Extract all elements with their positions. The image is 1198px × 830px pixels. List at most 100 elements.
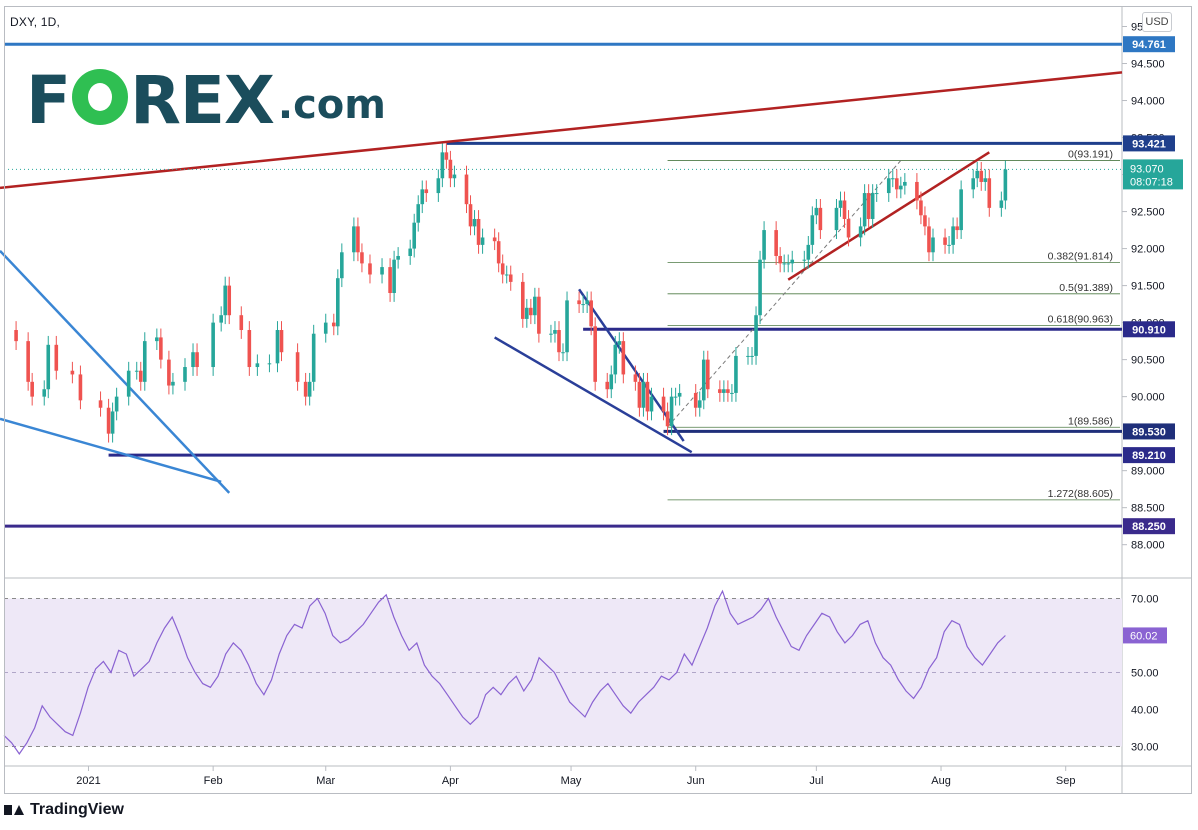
candle-body bbox=[894, 178, 899, 190]
level-price-tag bbox=[1123, 135, 1175, 152]
candle-body bbox=[311, 333, 316, 382]
candle-body bbox=[356, 226, 360, 253]
candle-body bbox=[420, 189, 425, 205]
candle-body bbox=[890, 178, 895, 180]
time-tick-label: Jul bbox=[809, 775, 823, 787]
candle-body bbox=[971, 178, 976, 190]
candle-body bbox=[275, 330, 280, 364]
price-tick-label: 88.000 bbox=[1131, 540, 1165, 552]
price-tick-label: 89.000 bbox=[1131, 466, 1165, 478]
candle-body bbox=[915, 181, 919, 201]
logo-suffix: .com bbox=[277, 82, 386, 128]
candle-body bbox=[448, 159, 453, 179]
time-tick-label: Mar bbox=[316, 775, 335, 787]
fib-level-label: 0(93.191) bbox=[1068, 148, 1113, 160]
rsi-tick-label: 50.00 bbox=[1131, 668, 1159, 680]
level-price-tag bbox=[1123, 518, 1175, 535]
candle-body bbox=[633, 374, 638, 382]
level-price-tag bbox=[1123, 36, 1175, 53]
fib-level-label: 1.272(88.605) bbox=[1048, 488, 1113, 500]
time-tick-label: Feb bbox=[204, 775, 223, 787]
candle-body bbox=[70, 370, 75, 375]
logo-o-icon bbox=[72, 69, 129, 125]
logo-letters-start: F bbox=[26, 62, 71, 139]
candle-body bbox=[726, 389, 730, 393]
candle-body bbox=[307, 381, 312, 397]
candle-body bbox=[947, 244, 951, 246]
candle-body bbox=[810, 215, 815, 245]
price-tick-label: 94.000 bbox=[1131, 96, 1165, 108]
rsi-value-label: 60.02 bbox=[1130, 630, 1158, 642]
fib-level-label: 1(89.586) bbox=[1068, 415, 1113, 427]
candle-body bbox=[818, 207, 823, 231]
fib-level-label: 0.382(91.814) bbox=[1048, 250, 1113, 262]
rsi-line bbox=[3, 589, 1006, 755]
candle-body bbox=[336, 278, 340, 327]
candle-body bbox=[138, 370, 143, 382]
price-tick-label: 90.500 bbox=[1131, 355, 1165, 367]
candle-body bbox=[838, 200, 843, 208]
candle-body bbox=[504, 274, 509, 276]
candle-body bbox=[142, 341, 147, 382]
level-price-label: 88.250 bbox=[1132, 521, 1166, 533]
currency-button[interactable]: USD bbox=[1142, 12, 1172, 32]
candle-body bbox=[565, 300, 569, 353]
rsi-tick-label: 40.00 bbox=[1131, 705, 1159, 717]
candle-body bbox=[786, 263, 791, 265]
candle-body bbox=[392, 259, 396, 293]
candle-body bbox=[468, 204, 473, 227]
candle-body bbox=[525, 307, 529, 319]
candle-body bbox=[874, 193, 879, 195]
candle-body bbox=[46, 344, 51, 390]
candle-body bbox=[762, 230, 766, 260]
candle-body bbox=[858, 226, 863, 238]
candle-body bbox=[899, 185, 903, 190]
candle-body bbox=[331, 322, 336, 327]
candle-body bbox=[388, 267, 392, 293]
candle-body bbox=[814, 207, 819, 216]
candle-body bbox=[774, 230, 778, 256]
time-tick-label: Aug bbox=[931, 775, 951, 787]
candle-body bbox=[171, 381, 175, 386]
candle-body bbox=[508, 274, 513, 282]
candle-body bbox=[340, 252, 344, 279]
level-price-tag bbox=[1123, 423, 1175, 440]
candle-body bbox=[802, 259, 807, 261]
tradingview-brand[interactable]: TradingView bbox=[4, 801, 124, 819]
candle-body bbox=[665, 411, 670, 427]
symbol-label[interactable]: DXY, 1D, bbox=[10, 15, 61, 29]
candle-body bbox=[227, 285, 232, 316]
candle-body bbox=[561, 352, 565, 354]
candle-body bbox=[408, 248, 412, 256]
candle-body bbox=[78, 374, 83, 401]
wedge-support-trendline bbox=[787, 151, 990, 281]
candle-body bbox=[533, 296, 537, 316]
candle-body bbox=[114, 396, 119, 412]
candle-body bbox=[42, 389, 47, 397]
candle-body bbox=[943, 237, 947, 245]
candle-body bbox=[267, 363, 272, 365]
candle-body bbox=[412, 222, 417, 249]
descending-wedge-lower-trendline bbox=[494, 336, 693, 454]
candle-body bbox=[126, 370, 131, 397]
candle-body bbox=[613, 344, 618, 375]
candle-body bbox=[617, 341, 622, 345]
candle-body bbox=[927, 226, 931, 253]
candle-body bbox=[255, 363, 260, 368]
candle-body bbox=[987, 178, 992, 208]
candle-body bbox=[585, 300, 589, 305]
candle-body bbox=[722, 389, 726, 393]
candle-body bbox=[303, 381, 308, 397]
candle-body bbox=[593, 326, 597, 382]
candle-body bbox=[697, 400, 702, 408]
candle-body bbox=[219, 315, 223, 323]
candle-body bbox=[577, 300, 581, 305]
price-tick-label: 94.500 bbox=[1131, 59, 1165, 71]
candle-body bbox=[500, 263, 505, 275]
candle-body bbox=[416, 204, 421, 223]
channel-resistance-trendline bbox=[0, 71, 1123, 190]
candle-body bbox=[492, 237, 497, 242]
level-price-tag bbox=[1123, 447, 1175, 464]
candle-body bbox=[14, 330, 18, 342]
